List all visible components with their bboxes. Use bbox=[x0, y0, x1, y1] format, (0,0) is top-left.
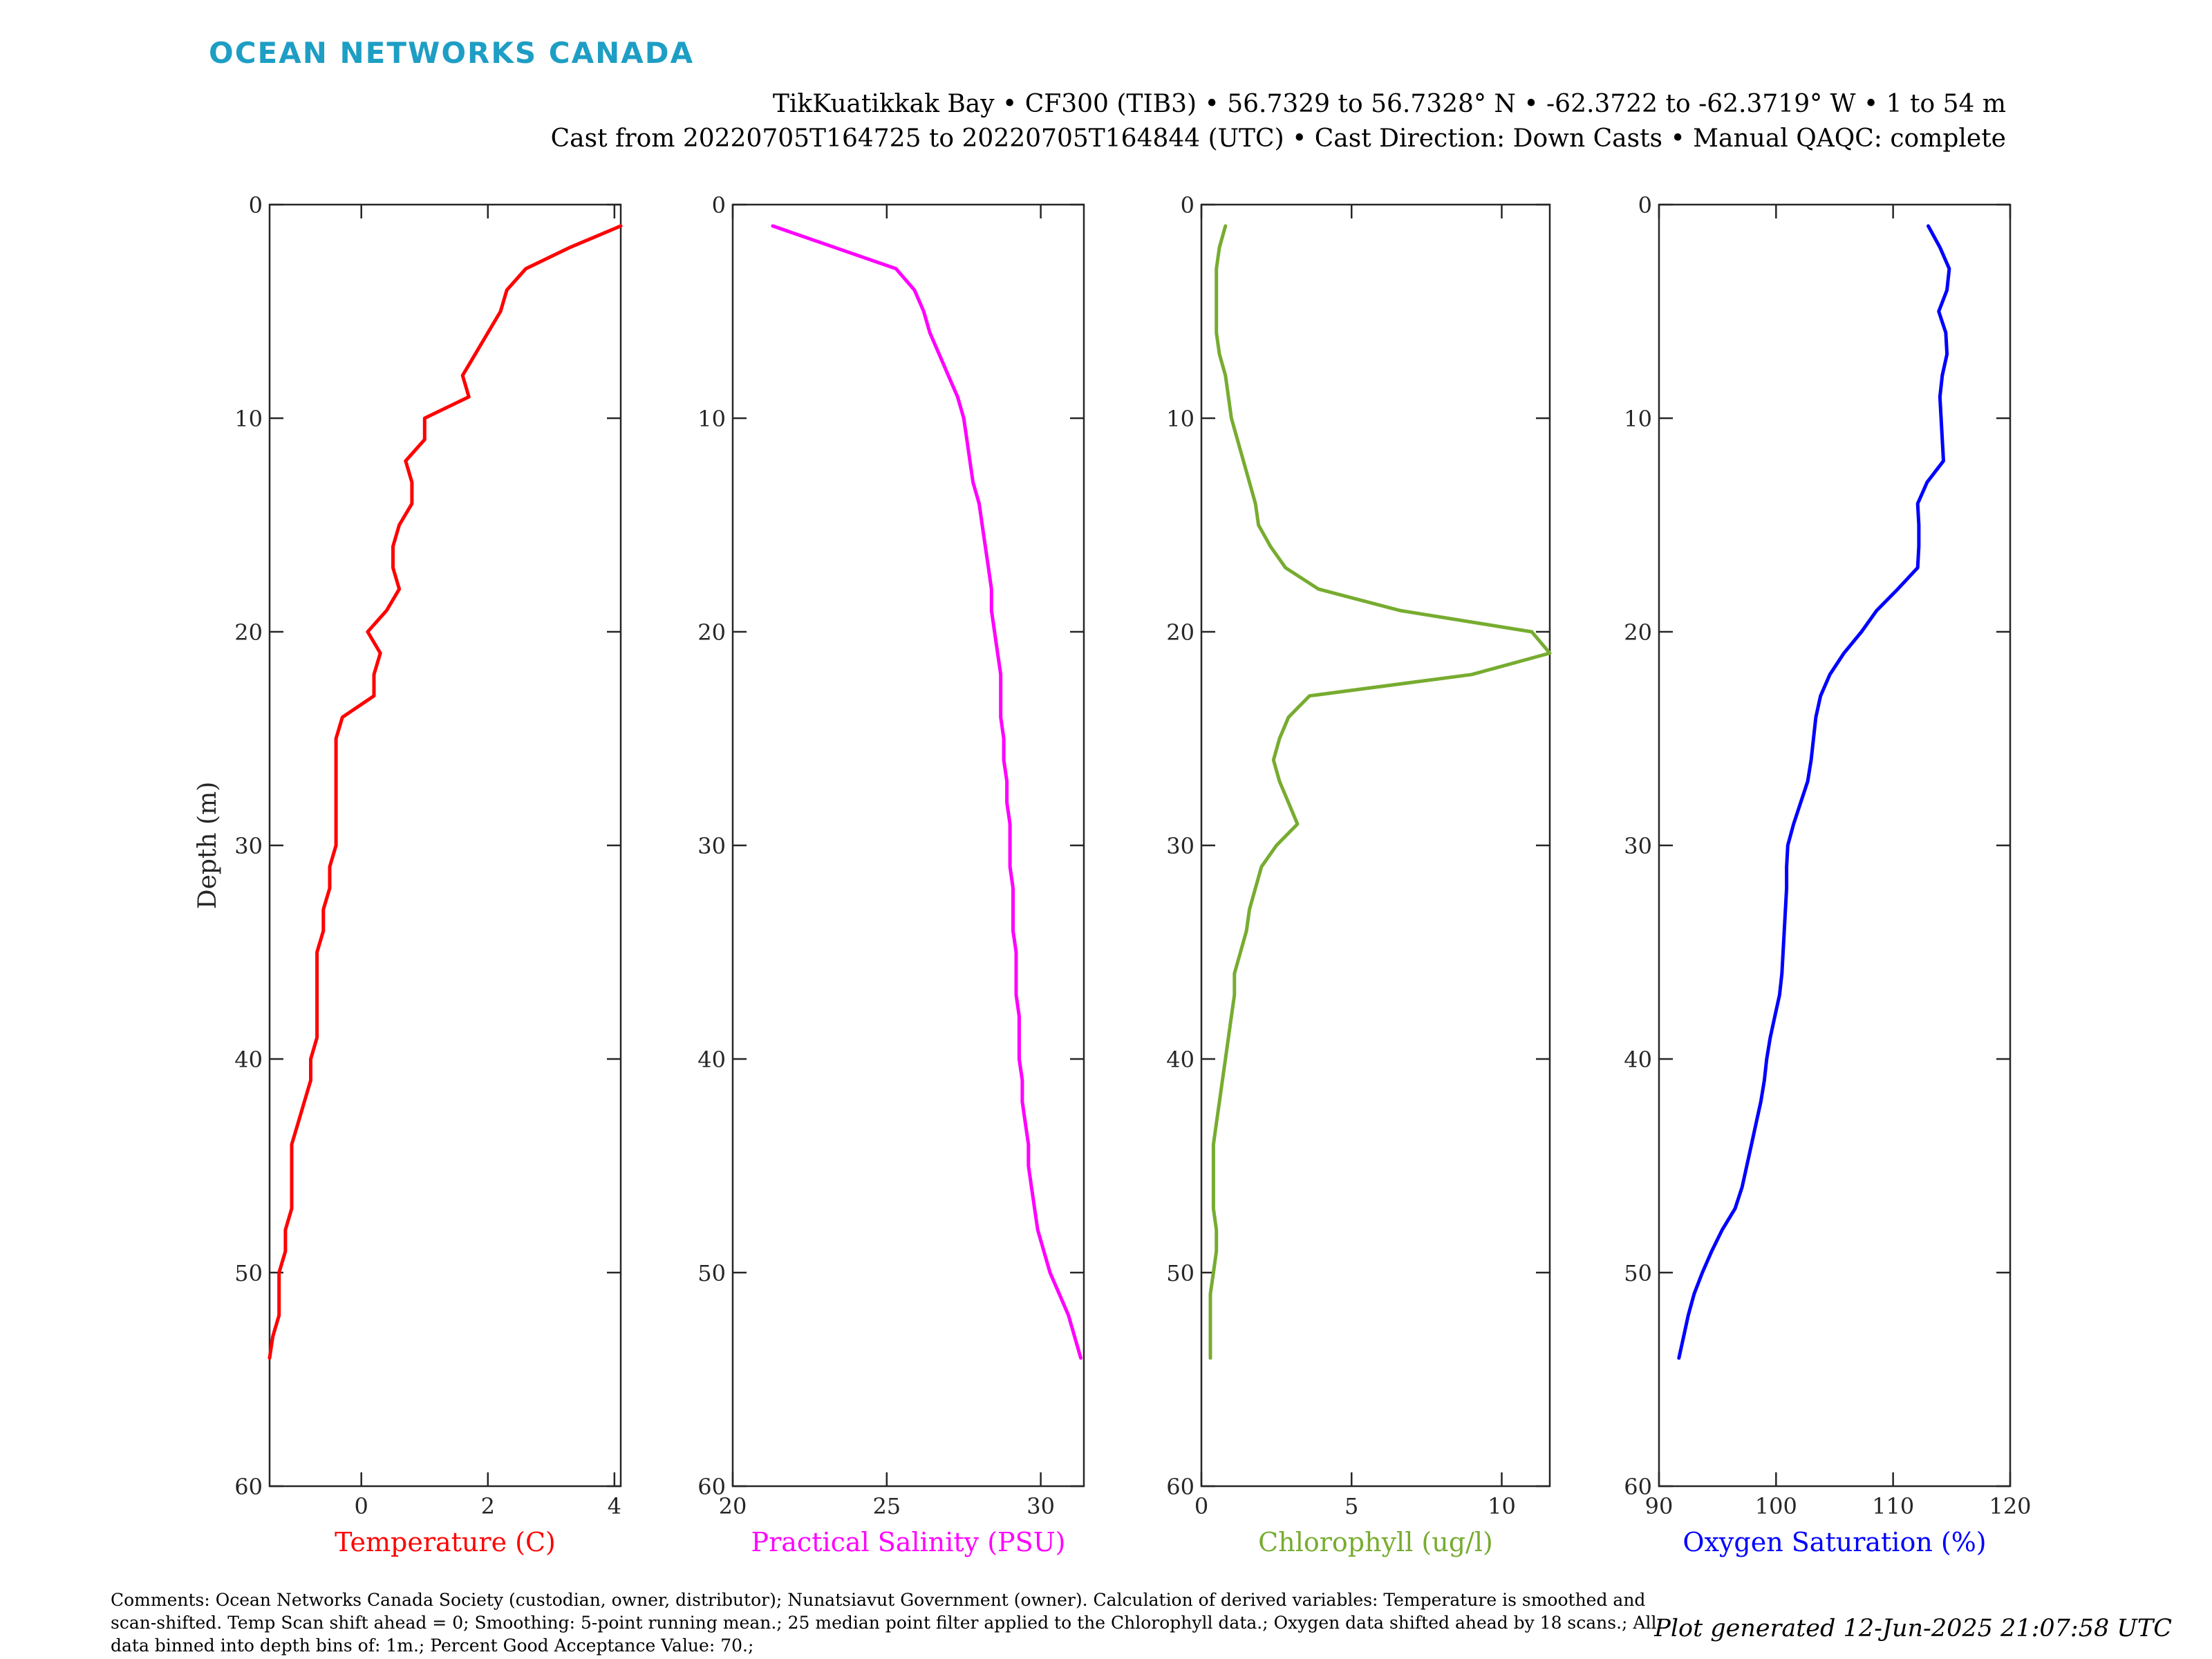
y-tick-label: 30 bbox=[1166, 833, 1194, 859]
x-tick-label: 90 bbox=[1645, 1493, 1674, 1519]
x-tick-label: 0 bbox=[1194, 1493, 1208, 1519]
y-tick-label: 20 bbox=[697, 619, 726, 646]
x-tick-label: 10 bbox=[1488, 1493, 1516, 1519]
y-tick-label: 40 bbox=[1624, 1047, 1652, 1073]
y-tick-label: 10 bbox=[1624, 406, 1652, 432]
x-tick-label: 25 bbox=[872, 1493, 901, 1519]
y-tick-label: 50 bbox=[1166, 1260, 1194, 1286]
x-axis-label: Practical Salinity (PSU) bbox=[751, 1527, 1066, 1557]
x-tick-label: 120 bbox=[1989, 1493, 2031, 1519]
x-tick-label: 5 bbox=[1344, 1493, 1358, 1519]
series-line-chlorophyll bbox=[1208, 224, 1552, 1360]
y-tick-label: 20 bbox=[1624, 619, 1652, 646]
plot-generated-timestamp: Plot generated 12-Jun-2025 21:07:58 UTC bbox=[1654, 1615, 2172, 1642]
axes-box bbox=[1200, 203, 1551, 1488]
y-tick-label: 40 bbox=[1166, 1047, 1194, 1073]
y-tick-label: 0 bbox=[1181, 192, 1194, 218]
y-tick-label: 60 bbox=[697, 1474, 726, 1500]
y-tick-label: 40 bbox=[697, 1047, 726, 1073]
x-axis-label: Chlorophyll (ug/l) bbox=[1258, 1527, 1493, 1557]
y-tick-label: 0 bbox=[1638, 192, 1652, 218]
series-line-practical-salinity bbox=[771, 224, 1082, 1360]
chart-panel-1: 0 10 20 30 40 50 60 0 2 4 Temperature (C) Depth (m) bbox=[194, 192, 623, 1557]
y-tick-label: 60 bbox=[1624, 1474, 1652, 1500]
x-axis-label: Oxygen Saturation (%) bbox=[1683, 1527, 1986, 1557]
y-tick-label: 50 bbox=[234, 1260, 263, 1286]
y-tick-label: 30 bbox=[234, 833, 263, 859]
x-tick-label: 4 bbox=[608, 1493, 621, 1519]
brand-logo-text: OCEAN NETWORKS CANADA bbox=[209, 36, 695, 70]
plot-title-location: TikKuatikkak Bay • CF300 (TIB3) • 56.732… bbox=[772, 90, 2006, 118]
x-tick-label: 100 bbox=[1755, 1493, 1797, 1519]
axes-box bbox=[1658, 203, 2012, 1488]
y-tick-label: 30 bbox=[1624, 833, 1652, 859]
x-axis-label: Temperature (C) bbox=[335, 1527, 556, 1557]
y-tick-label: 0 bbox=[249, 192, 263, 218]
axes-box bbox=[268, 203, 622, 1488]
plot-title-cast: Cast from 20220705T164725 to 20220705T16… bbox=[550, 124, 2006, 153]
series-line-oxygen-saturation bbox=[1677, 224, 1951, 1360]
y-tick-label: 40 bbox=[234, 1047, 263, 1073]
axes-box bbox=[731, 203, 1085, 1488]
x-tick-label: 2 bbox=[481, 1493, 495, 1519]
y-tick-label: 10 bbox=[697, 406, 726, 432]
series-line-temperature bbox=[268, 224, 623, 1360]
y-axis-label: Depth (m) bbox=[194, 782, 222, 910]
plot-comments: Comments: Ocean Networks Canada Society … bbox=[111, 1590, 1657, 1656]
y-tick-label: 50 bbox=[1624, 1260, 1652, 1286]
y-tick-label: 20 bbox=[1166, 619, 1194, 646]
y-tick-label: 60 bbox=[1166, 1474, 1194, 1500]
y-tick-label: 10 bbox=[1166, 406, 1194, 432]
y-tick-label: 30 bbox=[697, 833, 726, 859]
x-tick-label: 110 bbox=[1872, 1493, 1914, 1519]
x-tick-label: 20 bbox=[719, 1493, 747, 1519]
y-tick-label: 20 bbox=[234, 619, 263, 646]
y-tick-label: 10 bbox=[234, 406, 263, 432]
y-tick-label: 50 bbox=[697, 1260, 726, 1286]
x-tick-label: 30 bbox=[1027, 1493, 1055, 1519]
x-tick-label: 0 bbox=[355, 1493, 368, 1519]
y-tick-label: 0 bbox=[712, 192, 726, 218]
y-tick-label: 60 bbox=[234, 1474, 263, 1500]
